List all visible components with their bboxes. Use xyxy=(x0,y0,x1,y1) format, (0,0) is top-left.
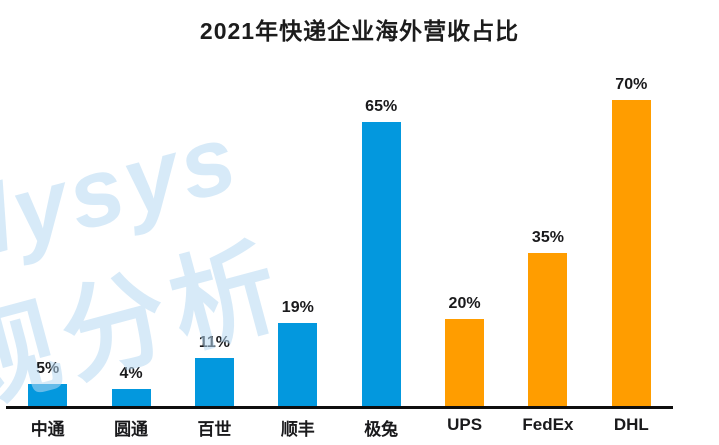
bar-column-6: 35% xyxy=(506,229,589,406)
bar xyxy=(611,100,651,406)
category-label: 顺丰 xyxy=(280,420,315,439)
bar-value-label: 4% xyxy=(119,364,143,382)
bar-value-label: 65% xyxy=(365,97,398,115)
bar xyxy=(194,357,234,406)
bar-column-2: 11% xyxy=(173,334,256,406)
category-label: 百世 xyxy=(197,420,232,439)
bar xyxy=(111,388,151,406)
bar-value-label: 20% xyxy=(448,294,481,312)
bar-value-label: 35% xyxy=(531,229,564,246)
category-label: 中通 xyxy=(30,420,65,439)
category-label: DHL xyxy=(613,415,649,434)
bar-column-7: 70% xyxy=(590,76,673,406)
bar xyxy=(278,322,318,406)
category-label: UPS xyxy=(447,415,483,434)
bar-column-0: 5% xyxy=(6,360,89,406)
category-label: 极兔 xyxy=(364,420,399,439)
bar-column-3: 19% xyxy=(256,299,339,406)
category-label: FedEx xyxy=(522,415,574,434)
bar-chart-plot-area: 5% 4% 11% 19% 65% 20% 35% 70% xyxy=(6,76,673,406)
x-axis-category-labels: 中通 圆通 百世 顺丰 极兔 UPS FedEx DHL xyxy=(6,415,673,440)
bar xyxy=(528,253,568,406)
bar-value-label: 5% xyxy=(36,360,60,378)
bar-value-label: 19% xyxy=(281,298,314,316)
bar xyxy=(28,384,68,406)
bar-value-label: 11% xyxy=(198,333,230,351)
category-label: 圆通 xyxy=(114,420,149,439)
bar xyxy=(445,318,485,406)
bar-column-4: 65% xyxy=(340,98,423,406)
bar-column-1: 4% xyxy=(89,364,172,406)
bar-value-label: 70% xyxy=(615,76,648,93)
x-axis-line xyxy=(6,406,673,409)
bar-column-5: 20% xyxy=(423,295,506,406)
bar xyxy=(361,121,401,406)
chart-title: 2021年快递企业海外营收占比 xyxy=(199,18,520,44)
